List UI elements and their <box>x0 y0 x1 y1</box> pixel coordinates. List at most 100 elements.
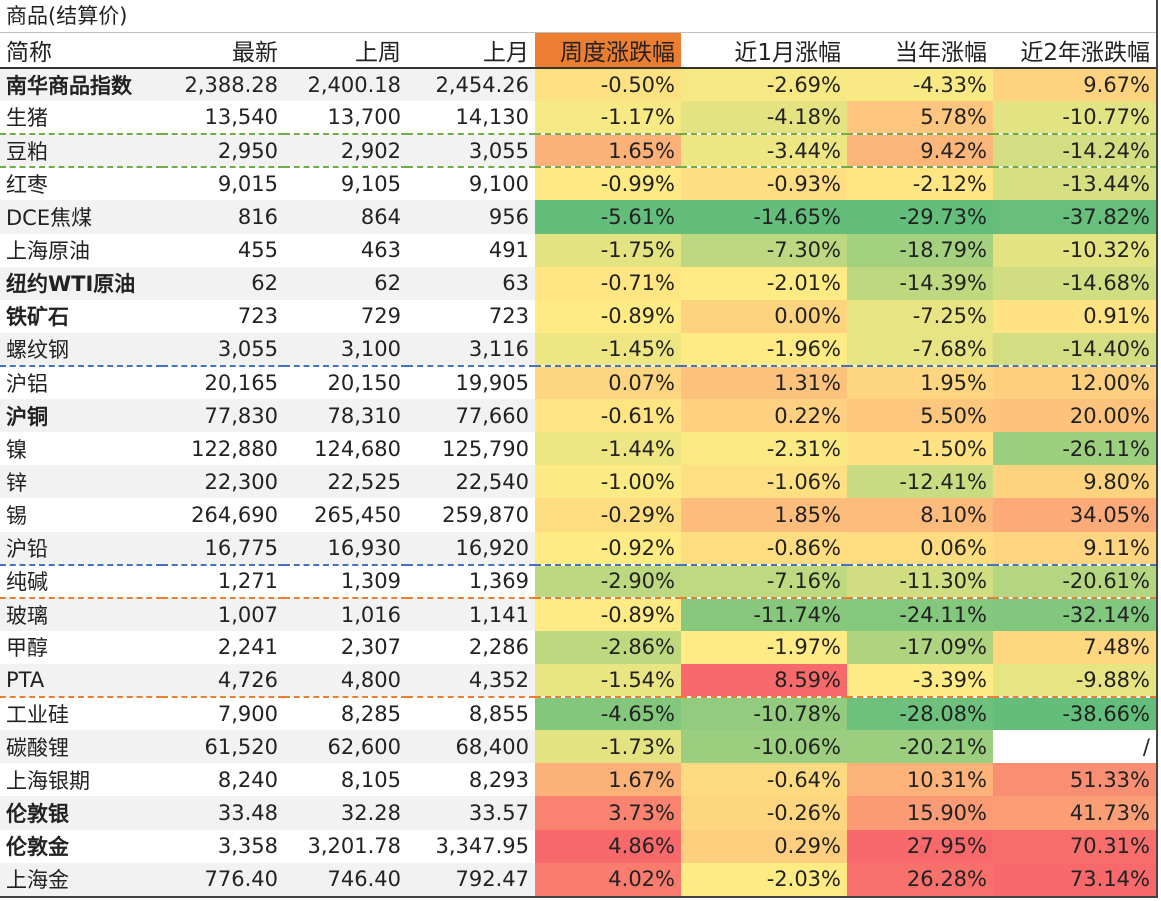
latest-cell: 723 <box>237 304 278 329</box>
1m-change-cell: -3.44% <box>681 134 847 169</box>
last-month-cell: 491 <box>488 238 529 263</box>
weekly-change-cell: 1.67% <box>535 763 681 797</box>
table-row: 碳酸锂 61,520 62,600 68,400 -1.73% -10.06% -20.21… <box>0 730 1156 764</box>
table-row: DCE焦煤 816 864 956 -5.61% -14.65% -29.73% -37.82… <box>0 200 1156 234</box>
table-row: 上海金 776.40 746.40 792.47 4.02% -2.03% 26.28% 73… <box>0 862 1156 896</box>
weekly-change-cell: -1.75% <box>535 233 681 267</box>
row-name-cell: PTA <box>0 663 162 699</box>
weekly-change-cell: 4.02% <box>535 862 681 896</box>
latest-cell: 8,240 <box>217 767 278 792</box>
1m-change-cell: -7.16% <box>681 564 847 599</box>
row-name-cell: 南华商品指数 <box>0 68 162 102</box>
header-1m-change: 近1月涨幅 <box>681 33 847 69</box>
last-week-cell: 3,201.78 <box>307 834 401 859</box>
table-row: 伦敦银 33.48 32.28 33.57 3.73% -0.26% 15.90% 41.73… <box>0 796 1156 830</box>
row-name-cell: 上海金 <box>0 862 162 896</box>
2y-change-cell: 20.00% <box>993 399 1156 433</box>
ytd-change-cell: 1.95% <box>847 365 993 400</box>
1m-change-cell: -10.78% <box>681 697 847 731</box>
last-week-cell: 864 <box>284 200 407 234</box>
last-week-cell: 62,600 <box>284 730 407 764</box>
2y-change-cell: 9.80% <box>993 465 1156 499</box>
ytd-change-cell: -1.50% <box>847 432 993 466</box>
table-row: 甲醇 2,241 2,307 2,286 -2.86% -1.97% -17.09% 7.48… <box>0 630 1156 664</box>
weekly-change-cell: -0.89% <box>535 299 681 333</box>
latest-cell: 264,690 <box>191 502 278 527</box>
row-name-cell: 伦敦金 <box>6 835 69 860</box>
latest-cell: 2,388.28 <box>162 68 284 102</box>
last-week-cell: 1,309 <box>284 564 407 599</box>
last-month-cell: 1,369 <box>407 564 535 599</box>
1m-change-cell: 1.31% <box>681 365 847 400</box>
last-month-cell: 22,540 <box>407 465 535 499</box>
2y-change-cell: 7.48% <box>993 630 1156 664</box>
latest-cell: 9,015 <box>217 172 278 197</box>
1m-change-cell: -2.31% <box>681 432 847 466</box>
header-last-week: 上周 <box>284 33 407 69</box>
row-name-cell: 上海银期 <box>6 768 90 793</box>
last-week-cell: 1,016 <box>284 597 407 631</box>
table-row: PTA 4,726 4,800 4,352 -1.54% 8.59% -3.39% -9.88… <box>0 663 1156 699</box>
table-row: 镍 122,880 124,680 125,790 -1.44% -2.31% -1.50%… <box>0 432 1156 466</box>
last-week-cell: 463 <box>360 238 401 263</box>
header-weekly-change: 周度涨跌幅 <box>535 33 681 69</box>
row-name-cell: 豆粕 <box>0 134 162 169</box>
last-week-cell: 8,105 <box>340 767 401 792</box>
2y-change-cell: 12.00% <box>993 365 1156 400</box>
row-name-cell: 镍 <box>6 437 27 462</box>
row-name-cell: 纽约WTI原油 <box>0 266 162 300</box>
table-row: 沪铅 16,775 16,930 16,920 -0.92% -0.86% 0.06% 9.1… <box>0 531 1156 566</box>
latest-cell: 20,165 <box>204 371 278 396</box>
latest-cell: 13,540 <box>162 101 284 136</box>
1m-change-cell: 1.85% <box>681 498 847 532</box>
ytd-change-cell: 8.10% <box>847 498 993 532</box>
latest-cell: 77,830 <box>162 399 284 433</box>
table-row: 沪铜 77,830 78,310 77,660 -0.61% 0.22% 5.50% 20.0… <box>0 399 1156 433</box>
last-week-cell: 9,105 <box>340 172 401 197</box>
row-name-cell: 工业硅 <box>6 703 69 728</box>
latest-cell: 1,271 <box>162 564 284 599</box>
2y-change-cell: 0.91% <box>993 299 1156 333</box>
table-row: 伦敦金 3,358 3,201.78 3,347.95 4.86% 0.29% 27.95%… <box>0 829 1156 863</box>
last-month-cell: 3,347.95 <box>435 834 529 859</box>
latest-cell: 7,900 <box>217 702 278 727</box>
1m-change-cell: -4.18% <box>681 101 847 136</box>
last-month-cell: 33.57 <box>407 796 535 830</box>
last-week-cell: 2,307 <box>340 635 401 660</box>
last-week-cell: 78,310 <box>284 399 407 433</box>
table-row: 铁矿石 723 729 723 -0.89% 0.00% -7.25% 0.91% <box>0 299 1156 333</box>
row-name-cell: 沪铅 <box>0 531 162 566</box>
weekly-change-cell: -0.29% <box>535 498 681 532</box>
last-month-cell: 19,905 <box>455 371 529 396</box>
row-name-cell: 玻璃 <box>0 597 162 631</box>
2y-change-cell: / <box>993 730 1156 764</box>
2y-change-cell: -9.88% <box>993 663 1156 699</box>
last-month-cell: 3,116 <box>407 332 535 367</box>
weekly-change-cell: -0.89% <box>535 597 681 631</box>
latest-cell: 455 <box>237 238 278 263</box>
latest-cell: 33.48 <box>162 796 284 830</box>
ytd-change-cell: -3.39% <box>847 663 993 699</box>
2y-change-cell: 9.11% <box>993 531 1156 566</box>
table-row: 上海银期 8,240 8,105 8,293 1.67% -0.64% 10.31% 51.3… <box>0 763 1156 797</box>
row-name-cell: 上海原油 <box>6 239 90 264</box>
last-month-cell: 792.47 <box>407 862 535 896</box>
1m-change-cell: -2.01% <box>681 266 847 300</box>
2y-change-cell: -20.61% <box>993 564 1156 599</box>
weekly-change-cell: -0.50% <box>535 68 681 102</box>
weekly-change-cell: -1.54% <box>535 663 681 699</box>
table-row: 纯碱 1,271 1,309 1,369 -2.90% -7.16% -11.30% -20.… <box>0 564 1156 599</box>
weekly-change-cell: -1.00% <box>535 465 681 499</box>
1m-change-cell: -14.65% <box>681 200 847 234</box>
1m-change-cell: 0.29% <box>681 829 847 863</box>
weekly-change-cell: 3.73% <box>535 796 681 830</box>
last-week-cell: 2,902 <box>284 134 407 169</box>
last-month-cell: 2,454.26 <box>407 68 535 102</box>
header-2y-change: 近2年涨跌幅 <box>993 33 1156 69</box>
2y-change-cell: -14.24% <box>993 134 1156 169</box>
2y-change-cell: -32.14% <box>993 597 1156 631</box>
last-month-cell: 77,660 <box>407 399 535 433</box>
table-row: 生猪 13,540 13,700 14,130 -1.17% -4.18% 5.78% -10… <box>0 101 1156 136</box>
row-name-cell: 碳酸锂 <box>0 730 162 764</box>
1m-change-cell: -1.06% <box>681 465 847 499</box>
